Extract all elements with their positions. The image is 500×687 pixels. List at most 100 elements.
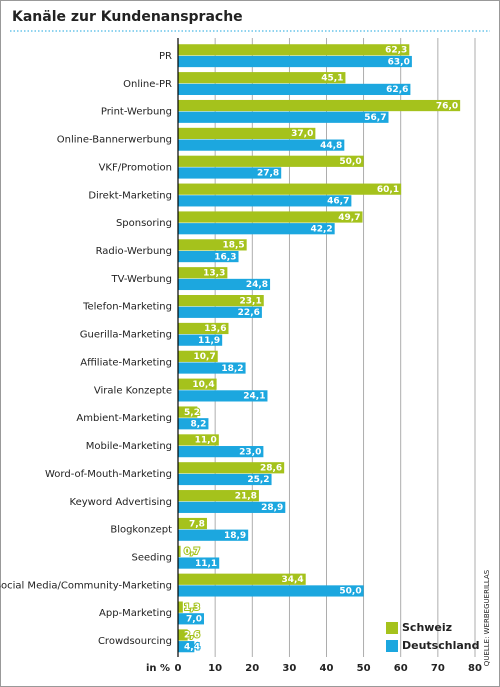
value-label: 16,3 [214, 252, 236, 262]
bar [178, 406, 198, 418]
legend-label: Schweiz [402, 621, 452, 634]
bar [178, 390, 268, 402]
value-label: 13,3 [203, 268, 225, 278]
bar [178, 501, 286, 513]
value-label: 4,4 [184, 642, 200, 652]
bar [178, 195, 352, 207]
bar [178, 473, 272, 486]
value-label: 18,2 [221, 364, 243, 374]
bar [178, 250, 239, 263]
value-label: 62,6 [386, 85, 408, 95]
bar [178, 545, 181, 557]
value-label: 18,9 [224, 531, 246, 541]
bar [178, 334, 223, 346]
y-tick-label: Keyword Advertising [70, 497, 172, 508]
bar [178, 278, 271, 291]
value-label: 10,4 [192, 380, 214, 390]
bar [178, 322, 229, 335]
y-tick-label: TV-Werbung [110, 274, 172, 285]
x-tick-label: 40 [320, 663, 334, 674]
bar [178, 239, 247, 251]
y-tick-label: Mobile-Marketing [86, 441, 172, 452]
value-label: 11,9 [198, 336, 220, 346]
value-label: 2,6 [184, 631, 200, 641]
bar [178, 83, 411, 95]
y-tick-label: Guerilla-Marketing [80, 330, 172, 341]
value-label: 62,3 [385, 46, 407, 56]
y-tick-label: VKF/Promotion [99, 162, 172, 173]
bar [178, 211, 363, 223]
bar [178, 557, 220, 569]
value-label: 13,6 [204, 324, 226, 334]
y-tick-label: Social Media/Community-Marketing [0, 580, 172, 591]
y-tick-label: Online-Bannerwerbung [57, 135, 172, 146]
y-tick-label: Radio-Werbung [96, 246, 172, 257]
y-tick-label: Virale Konzepte [94, 385, 172, 396]
value-label: 60,1 [377, 185, 399, 195]
bar [178, 306, 262, 318]
value-label: 0,7 [184, 547, 200, 557]
value-label: 45,1 [321, 73, 343, 83]
x-tick-label: 60 [394, 663, 408, 674]
value-label: 56,7 [364, 113, 386, 123]
value-label: 5,2 [184, 408, 200, 418]
x-tick-label: 30 [282, 663, 296, 674]
bar [178, 517, 207, 530]
y-tick-label: Online-PR [123, 79, 172, 90]
value-label: 50,0 [339, 587, 361, 597]
bar [178, 55, 412, 68]
bar [178, 223, 335, 235]
y-tick-label: Blogkonzept [110, 525, 172, 536]
value-label: 21,8 [235, 491, 257, 501]
value-label: 22,6 [238, 308, 260, 318]
bar [178, 295, 264, 307]
legend-swatch [386, 622, 398, 634]
bar [178, 99, 461, 112]
value-label: 11,1 [195, 559, 217, 569]
x-tick-label: 70 [431, 663, 445, 674]
value-label: 76,0 [436, 101, 458, 111]
value-label: 18,5 [222, 241, 244, 251]
value-label: 23,0 [239, 447, 261, 457]
legend-label: Deutschland [402, 639, 479, 652]
bar [178, 167, 282, 179]
value-label: 49,7 [338, 213, 360, 223]
value-label: 27,8 [257, 169, 279, 179]
x-tick-label: 10 [208, 663, 222, 674]
y-tick-label: Ambient-Marketing [76, 413, 172, 424]
value-label: 28,9 [261, 503, 283, 513]
y-tick-label: Telefon-Marketing [82, 302, 172, 313]
bar [178, 601, 183, 613]
value-label: 34,4 [281, 575, 303, 585]
bar [178, 641, 195, 653]
value-label: 8,2 [190, 420, 206, 430]
bar [178, 462, 285, 474]
y-tick-label: Crowdsourcing [98, 636, 172, 647]
value-label: 10,7 [194, 352, 216, 362]
bar [178, 613, 204, 625]
bar [178, 111, 389, 123]
value-label: 44,8 [320, 141, 342, 151]
bar [178, 378, 217, 390]
bar [178, 573, 306, 585]
bar [178, 362, 246, 374]
bar [178, 585, 364, 597]
value-label: 24,8 [246, 280, 268, 290]
bar [178, 267, 228, 279]
bar [178, 44, 410, 56]
y-tick-label: Word-of-Mouth-Marketing [45, 469, 172, 480]
bar [178, 629, 188, 641]
x-tick-label: 80 [468, 663, 482, 674]
bar [178, 529, 249, 541]
bar [178, 350, 218, 362]
x-tick-label: 0 [175, 663, 182, 674]
value-label: 7,0 [186, 615, 202, 625]
value-label: 7,8 [189, 519, 205, 529]
value-label: 37,0 [291, 129, 313, 139]
bar [178, 127, 316, 140]
y-tick-label: Affiliate-Marketing [80, 357, 172, 368]
chart-title: Kanäle zur Kundenansprache [12, 9, 243, 25]
bar [178, 418, 209, 430]
source: QUELLE: WERBEGUERILLAS [483, 569, 491, 666]
